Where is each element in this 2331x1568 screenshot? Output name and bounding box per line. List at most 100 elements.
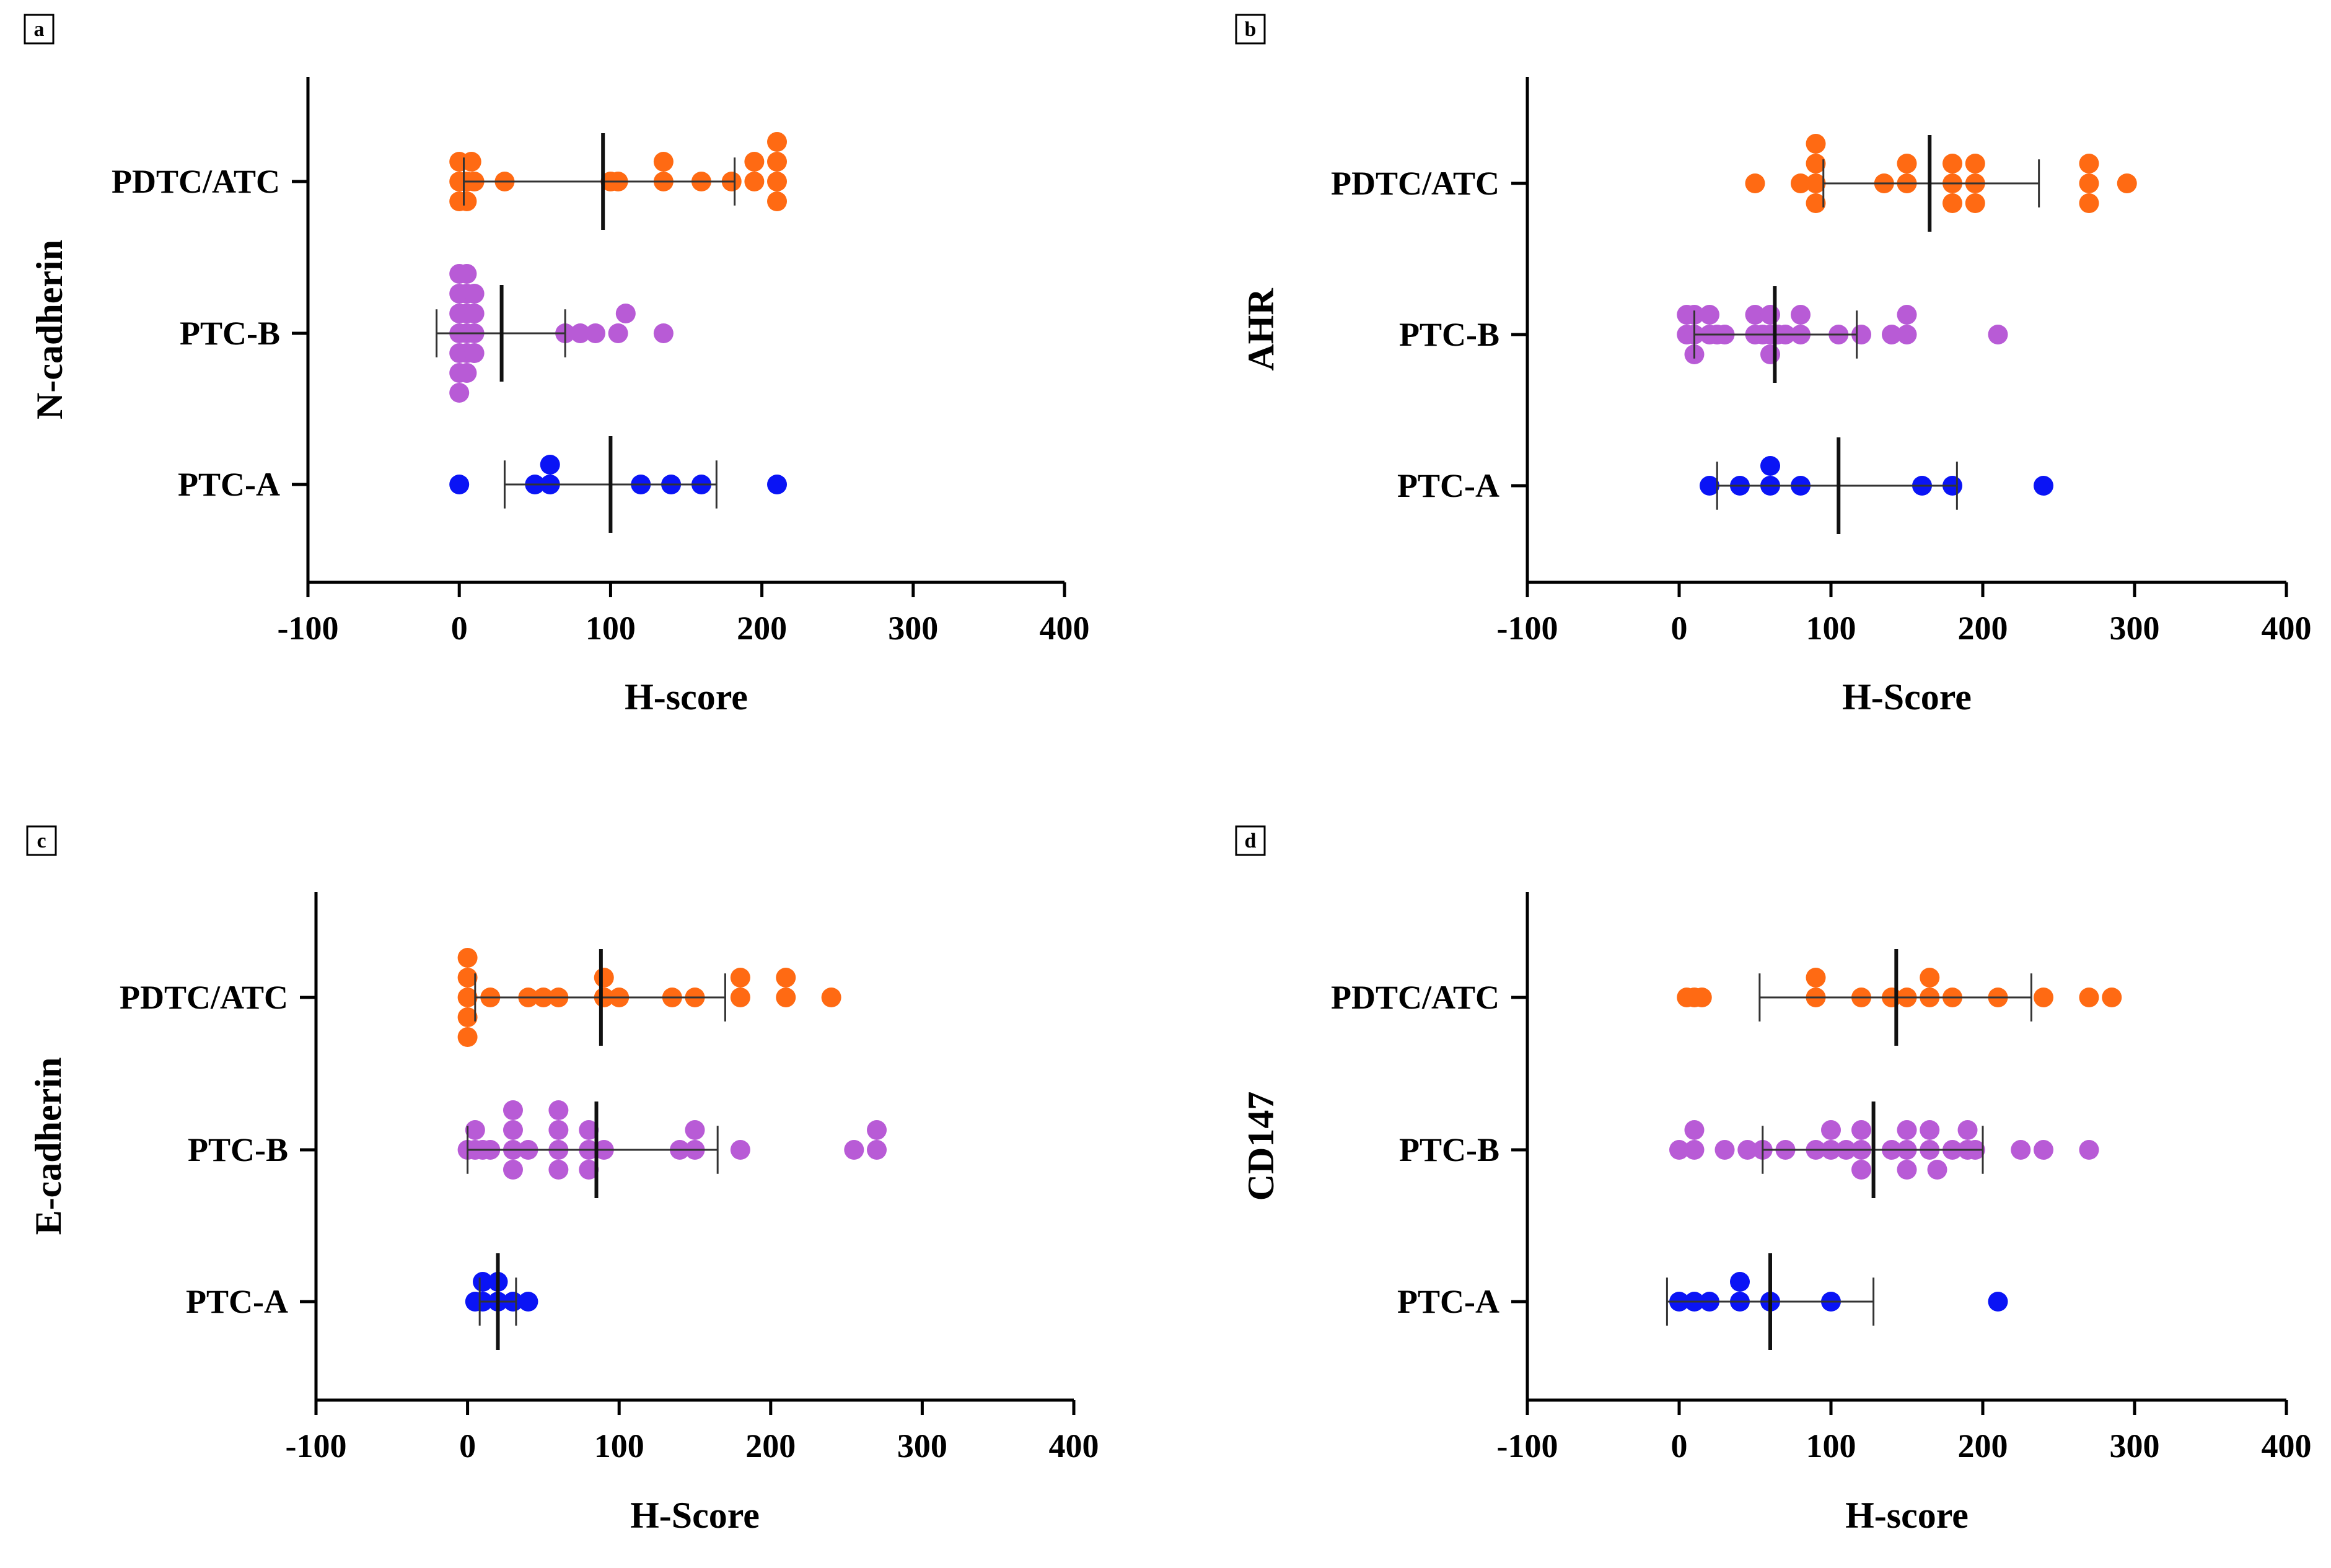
data-point [1714, 1140, 1735, 1160]
x-tick-label: -100 [1497, 610, 1558, 647]
x-tick-label: 0 [1671, 610, 1688, 647]
data-point [594, 968, 614, 988]
data-point [1791, 173, 1811, 193]
x-tick-label: 400 [2262, 610, 2312, 647]
data-point [548, 1120, 569, 1140]
data-point [570, 323, 590, 343]
data-point [464, 304, 485, 323]
data-point [1988, 325, 2008, 344]
data-point [1684, 1120, 1705, 1140]
data-point [1669, 1140, 1689, 1160]
data-point [449, 383, 470, 403]
data-point [744, 152, 765, 172]
y-axis-label: N-cadherin [29, 240, 70, 419]
data-point [548, 1160, 569, 1180]
category-label: PTC-B [188, 1131, 288, 1168]
data-point [1791, 305, 1811, 325]
x-axis-label: H-Score [630, 1495, 760, 1536]
category-label: PTC-A [1397, 1283, 1499, 1320]
x-tick-label: 200 [745, 1427, 796, 1465]
y-axis-label: E-cadherin [28, 1058, 69, 1235]
data-point [1821, 1120, 1841, 1140]
data-point [457, 1027, 478, 1047]
data-point [2011, 1140, 2031, 1160]
data-point [457, 264, 477, 284]
data-point [1806, 193, 1826, 213]
x-tick-label: 400 [1040, 610, 1090, 647]
x-tick-label: 0 [1671, 1427, 1688, 1465]
data-point [461, 152, 481, 172]
data-point [653, 152, 674, 172]
data-point [867, 1120, 887, 1140]
data-point [2079, 154, 2099, 173]
data-point [2079, 988, 2099, 1007]
data-point [449, 191, 470, 211]
chart-panel-c: c -100 0 100 200 300 400 H-Score E-cadherin PDTC/… [26, 825, 1099, 1536]
data-point [457, 1007, 478, 1027]
panel-label-box [1235, 14, 1266, 45]
panel-label-box [1235, 825, 1266, 856]
x-tick-label: 300 [888, 610, 938, 647]
y-axis-label: AHR [1240, 288, 1281, 371]
data-point [1760, 305, 1780, 325]
data-point [1806, 173, 1826, 193]
data-point [1692, 988, 1712, 1007]
x-tick-label: 200 [1958, 610, 2008, 647]
data-point [767, 172, 788, 191]
data-point [2034, 988, 2053, 1007]
data-point [776, 988, 796, 1007]
data-point [473, 1272, 493, 1292]
x-tick-label: 300 [2110, 1427, 2160, 1465]
panel-label: a [34, 18, 45, 41]
data-point [767, 152, 788, 172]
data-point [1988, 1292, 2008, 1312]
x-tick-label: 300 [897, 1427, 947, 1465]
data-point [1897, 1160, 1917, 1180]
x-tick-label: 200 [737, 610, 787, 647]
data-point [867, 1140, 887, 1160]
data-point [1965, 193, 1985, 213]
data-point [540, 455, 560, 475]
data-point [2034, 476, 2053, 496]
data-point [1927, 1160, 1947, 1180]
data-point [1942, 193, 1962, 213]
x-tick-label: 400 [2262, 1427, 2312, 1465]
chart-panel-a: a -100 0 100 200 300 400 H-score N-cadherin PDTC/… [24, 14, 1090, 717]
data-point [2079, 193, 2099, 213]
data-point [767, 475, 788, 494]
data-point [503, 1160, 523, 1180]
data-point [465, 1120, 485, 1140]
panel-label-box [26, 825, 57, 856]
series-PTC-B [457, 1100, 887, 1180]
data-point [1965, 154, 1985, 173]
series-PDTC/ATC [1745, 134, 2137, 213]
series-PTC-B [1669, 1120, 2099, 1180]
data-point [1745, 173, 1765, 193]
data-point [457, 988, 478, 1007]
data-point [2102, 988, 2122, 1007]
data-point [1957, 1120, 1978, 1140]
data-point [585, 323, 605, 343]
data-point [1920, 1120, 1940, 1140]
data-point [744, 172, 765, 191]
data-point [1760, 344, 1780, 364]
panel-label: d [1245, 830, 1257, 852]
category-label: PTC-A [186, 1283, 288, 1320]
category-label: PDTC/ATC [120, 979, 288, 1016]
data-point [548, 1100, 569, 1120]
data-point [1737, 1140, 1758, 1160]
data-point [1684, 1140, 1705, 1160]
category-label: PDTC/ATC [112, 163, 280, 200]
x-tick-label: -100 [286, 1427, 347, 1465]
data-point [464, 343, 485, 363]
category-label: PDTC/ATC [1331, 165, 1499, 202]
data-point [1806, 134, 1826, 154]
data-point [1851, 1160, 1871, 1180]
data-point [1745, 305, 1765, 325]
x-tick-label: 100 [586, 610, 636, 647]
x-tick-label: -100 [1497, 1427, 1558, 1465]
data-point [608, 323, 628, 343]
category-label: PDTC/ATC [1331, 979, 1499, 1016]
data-point [464, 284, 485, 304]
